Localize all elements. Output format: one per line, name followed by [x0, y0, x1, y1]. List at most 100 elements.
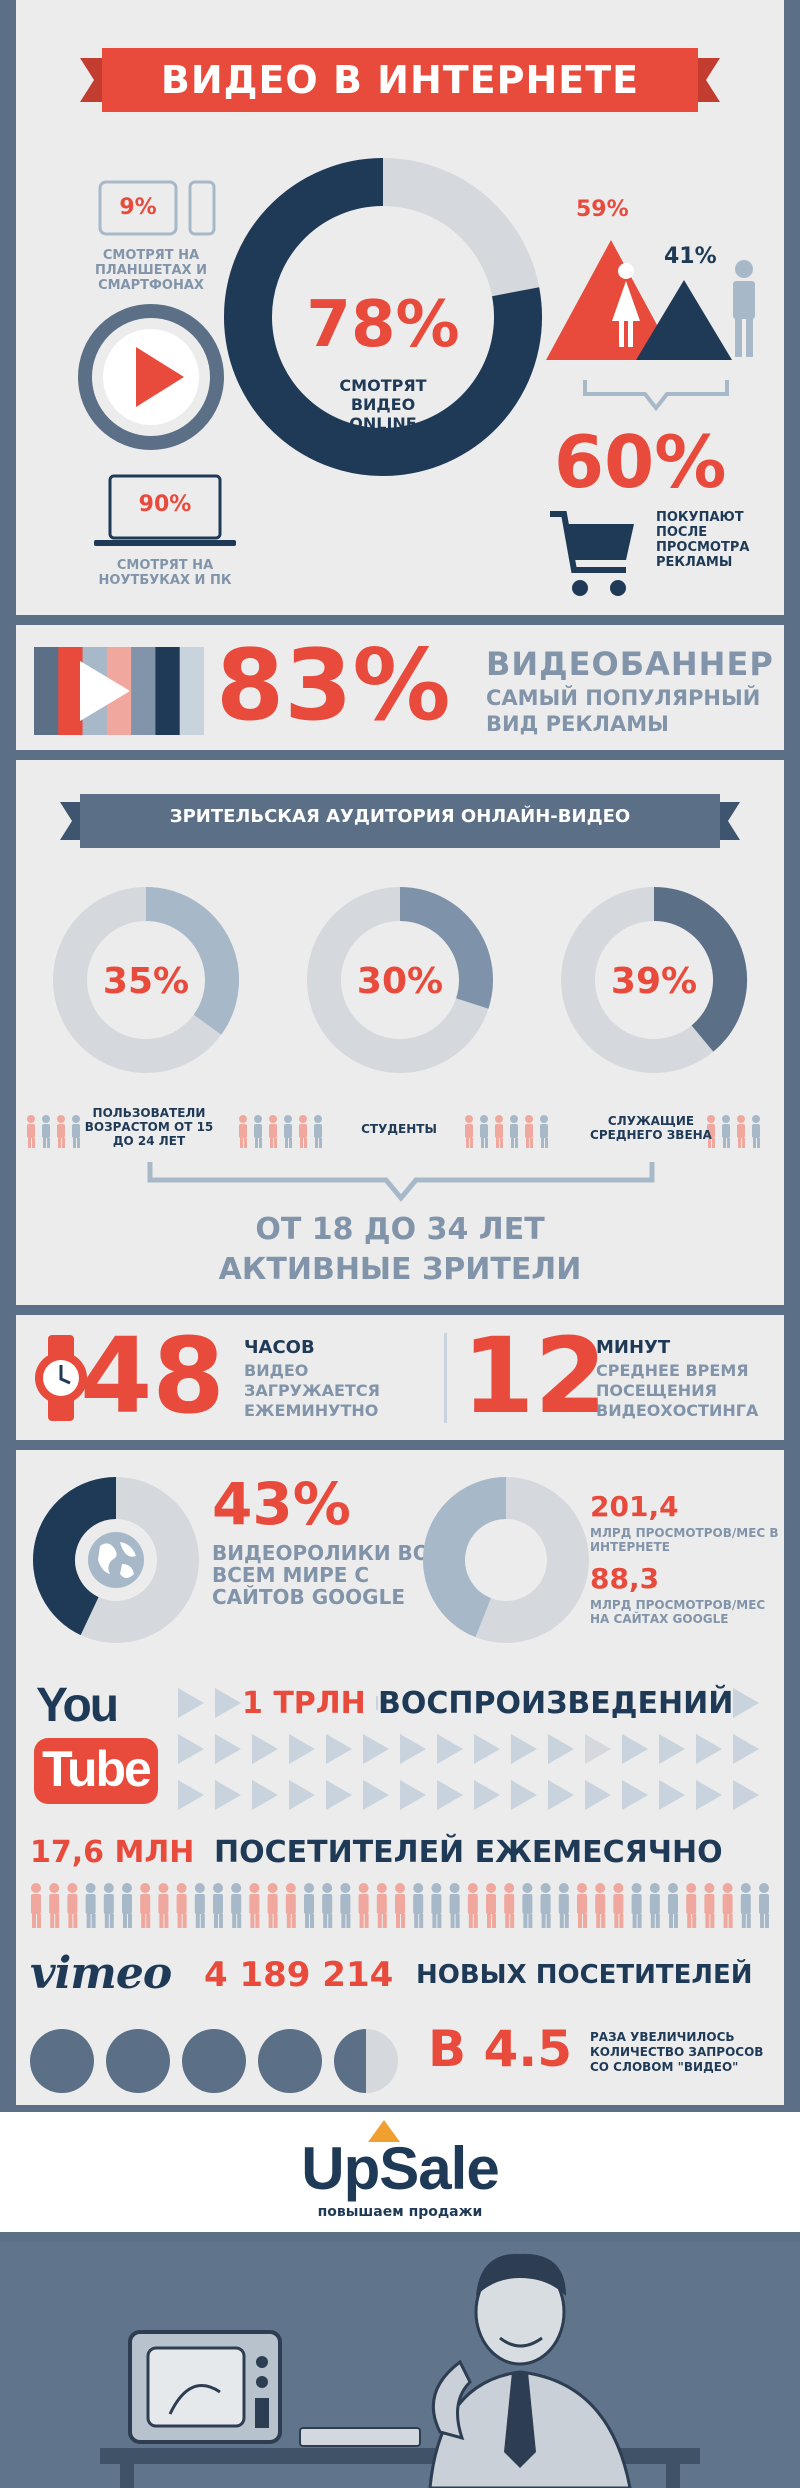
banner-stripe [179, 647, 204, 735]
visitor-person-icon [376, 1883, 387, 1893]
visitor-person-icon [322, 1883, 333, 1893]
person-icon [515, 1138, 518, 1148]
person-icon [58, 1138, 61, 1148]
play-arrow-icon [289, 1780, 315, 1810]
visitor-person-icon [578, 1914, 582, 1928]
person-icon [314, 1124, 322, 1138]
visitor-person-icon [674, 1914, 678, 1928]
banner-percent: 83% [216, 629, 451, 743]
play-arrow-icon [178, 1780, 204, 1810]
visitor-person-icon [722, 1894, 733, 1914]
minutes-number: 12 [462, 1315, 607, 1437]
visitor-person-icon [467, 1894, 478, 1914]
visitor-person-icon [487, 1914, 491, 1928]
visitor-person-icon [200, 1914, 205, 1928]
person-icon [285, 1138, 288, 1148]
play-arrow-icon [511, 1780, 537, 1810]
visitor-person-icon [668, 1883, 678, 1893]
visitor-person-icon [273, 1914, 278, 1928]
visitor-person-icon [213, 1894, 223, 1914]
person-icon [57, 1124, 65, 1138]
visitor-person-icon [449, 1894, 460, 1914]
hours-unit: ЧАСОВ [244, 1337, 315, 1358]
play-arrow-icon [289, 1734, 315, 1764]
google-share-chart [33, 1477, 199, 1643]
brand-name: UpSale [301, 2135, 499, 2202]
person-icon [510, 1115, 518, 1123]
visitor-person-icon [128, 1914, 132, 1928]
visitor-person-icon [414, 1914, 419, 1928]
stats-divider [444, 1333, 447, 1423]
shopping-cart-icon [550, 511, 634, 596]
person-icon [480, 1124, 488, 1138]
growth-circle-half [334, 2029, 366, 2093]
visitor-person-icon [364, 1914, 369, 1928]
visitor-person-icon [577, 1883, 587, 1893]
visitor-person-icon [194, 1894, 205, 1914]
visitor-person-icon [158, 1883, 169, 1893]
online-label: СМОТРЯТ ВИДЕО ONLINE [339, 376, 427, 433]
play-arrow-icon [437, 1780, 463, 1810]
visitor-person-icon [419, 1914, 424, 1928]
views-chart [423, 1477, 589, 1643]
visitor-person-icon [759, 1894, 769, 1914]
person-icon [752, 1115, 760, 1123]
visitor-person-icon [286, 1914, 291, 1928]
youtube-visitors-number: 17,6 МЛН [30, 1835, 195, 1870]
person-icon [319, 1138, 322, 1148]
audience-donut-arc [145, 887, 239, 1035]
visitor-person-icon [431, 1883, 442, 1893]
person-icon [757, 1138, 760, 1148]
visitor-person-icon [177, 1914, 182, 1928]
play-arrow-icon [252, 1780, 278, 1810]
visitor-person-icon [182, 1914, 187, 1928]
audience-percent: 39% [611, 961, 697, 1002]
visitor-person-icon [710, 1914, 715, 1928]
person-icon [255, 1138, 258, 1148]
visitor-person-icon [413, 1883, 424, 1893]
person-icon [270, 1138, 273, 1148]
visitor-person-icon [741, 1914, 746, 1928]
visitor-person-icon [50, 1914, 55, 1928]
visitor-person-icon [214, 1914, 218, 1928]
visitor-person-icon [49, 1883, 60, 1893]
visitor-person-icon [649, 1883, 660, 1893]
growth-circle [30, 2029, 94, 2093]
person-icon [284, 1115, 292, 1123]
visitor-person-icon [649, 1894, 660, 1914]
visitor-person-icon [103, 1894, 114, 1914]
banner-stripe [58, 647, 84, 735]
views-google: 88,3 [590, 1562, 660, 1595]
play-arrow-icon [622, 1734, 648, 1764]
visitor-person-icon [686, 1883, 697, 1893]
visitor-person-icon [486, 1883, 496, 1893]
play-arrow-icon [326, 1734, 352, 1764]
visitors-people-row [31, 1883, 769, 1928]
visitor-person-icon [467, 1883, 478, 1893]
services-panel: 43% ВИДЕОРОЛИКИ ВО ВСЕМ МИРЕ С САЙТОВ GO… [16, 1450, 784, 2105]
visitor-person-icon [73, 1914, 78, 1928]
visitor-person-icon [759, 1883, 769, 1893]
visitor-person-icon [431, 1894, 442, 1914]
audience-donut-charts: 35% 30% 39% [27, 887, 760, 1148]
visitor-person-icon [377, 1914, 382, 1928]
play-arrow-icon [326, 1780, 352, 1810]
visitor-person-icon [255, 1914, 260, 1928]
visitor-person-icon [669, 1914, 673, 1928]
visitor-person-icon [285, 1883, 296, 1893]
visitor-person-icon [231, 1894, 242, 1914]
play-arrow-icon [178, 1734, 204, 1764]
person-icon [284, 1124, 292, 1138]
growth-circle [182, 2029, 246, 2093]
audience-label-1: ПОЛЬЗОВАТЕЛИ ВОЗРАСТОМ ОТ 15 ДО 24 ЛЕТ [84, 1106, 214, 1148]
visitor-person-icon [522, 1894, 533, 1914]
visitor-person-icon [250, 1914, 255, 1928]
person-icon [72, 1124, 80, 1138]
visitor-person-icon [31, 1883, 41, 1893]
person-icon [259, 1138, 262, 1148]
growth-circle [258, 2029, 322, 2093]
visitor-person-icon [473, 1914, 478, 1928]
visitor-person-icon [523, 1914, 528, 1928]
youtube-logo-top: You [36, 1679, 119, 1732]
person-icon [495, 1124, 503, 1138]
